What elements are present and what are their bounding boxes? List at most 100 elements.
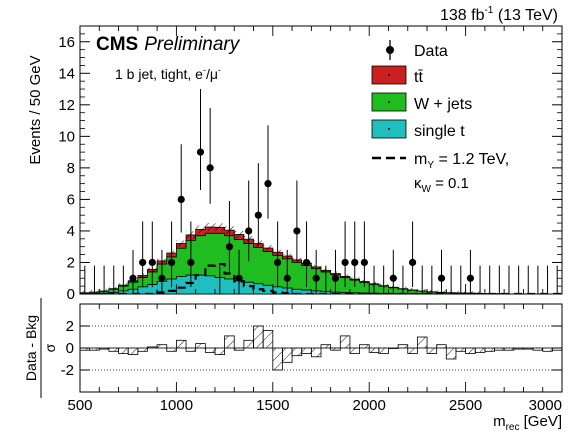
pull-bin bbox=[503, 347, 515, 351]
y-tick-label: 4 bbox=[67, 223, 75, 240]
x-tick-label: 500 bbox=[67, 397, 92, 414]
x-tick-label: 1000 bbox=[160, 397, 193, 414]
pull-bin bbox=[455, 347, 466, 352]
pull-bin bbox=[233, 347, 245, 351]
pull-histogram bbox=[80, 325, 562, 371]
ratio-panel: -2 0 2 500 1000 1500 2000 2500 3000 Data - Bkg … bbox=[23, 298, 563, 432]
data-points bbox=[129, 89, 475, 294]
pull-bin bbox=[445, 347, 457, 360]
x-axis-label: mrec [GeV] bbox=[493, 413, 562, 432]
data-point bbox=[283, 274, 291, 282]
pull-bin bbox=[494, 347, 505, 351]
x-tick-label: 2500 bbox=[449, 397, 482, 414]
svg-text:σ: σ bbox=[42, 343, 58, 352]
ratio-tick-label: -2 bbox=[61, 362, 74, 379]
pull-bin bbox=[330, 347, 341, 351]
data-point bbox=[274, 258, 282, 267]
pull-bin bbox=[388, 347, 399, 349]
lumi-label: 138 fb-1 (13 TeV) bbox=[440, 5, 558, 24]
data-point bbox=[341, 258, 349, 267]
pull-bin bbox=[89, 347, 100, 351]
pull-bin bbox=[436, 344, 447, 349]
ratio-tick-label: 0 bbox=[66, 340, 74, 357]
selection-label: 1 b jet, tight, e-/μ- bbox=[115, 65, 221, 82]
pull-bin bbox=[137, 347, 148, 352]
data-point bbox=[245, 227, 253, 235]
y-tick-label: 16 bbox=[58, 34, 75, 51]
data-point bbox=[264, 180, 272, 188]
data-point bbox=[167, 258, 176, 267]
pull-bin bbox=[108, 347, 119, 352]
unc-band-bin bbox=[214, 223, 225, 232]
y-tick-label: 12 bbox=[58, 97, 75, 114]
pull-bin bbox=[320, 344, 332, 349]
data-point bbox=[351, 258, 359, 267]
pull-bin bbox=[532, 347, 544, 351]
ratio-y-label: Data - Bkg σ bbox=[23, 298, 58, 398]
unc-band-bin bbox=[176, 240, 187, 247]
unc-band-bin bbox=[195, 225, 206, 234]
y-tick-label: 10 bbox=[58, 128, 75, 145]
pull-bin bbox=[156, 344, 168, 349]
data-point bbox=[293, 227, 301, 235]
pull-bin bbox=[118, 347, 129, 354]
pull-bin bbox=[282, 347, 293, 363]
pull-bin bbox=[378, 347, 389, 354]
data-point bbox=[302, 258, 311, 267]
data-point bbox=[312, 274, 320, 282]
pull-bin bbox=[474, 347, 486, 353]
x-axis-ticks-main bbox=[79, 26, 563, 294]
pull-bin bbox=[368, 347, 380, 353]
pull-bin bbox=[407, 347, 418, 354]
data-point bbox=[331, 274, 340, 282]
legend: Data tt̄ W + jets single t mY = 1.2 TeV, bbox=[371, 40, 509, 195]
pull-bin bbox=[465, 347, 476, 354]
data-point bbox=[225, 243, 234, 251]
svg-text:W + jets: W + jets bbox=[414, 96, 472, 113]
legend-signal: mY = 1.2 TeV, κW = 0.1 bbox=[372, 151, 509, 195]
pull-bin bbox=[214, 347, 226, 355]
pull-bin bbox=[339, 335, 351, 349]
ratio-tick-label: 2 bbox=[66, 318, 74, 335]
unc-band-bin bbox=[407, 288, 418, 292]
unc-band-bin bbox=[205, 222, 215, 232]
pull-bin bbox=[426, 347, 438, 354]
pull-bin bbox=[98, 347, 110, 350]
y-tick-label: 6 bbox=[67, 191, 75, 208]
svg-text:tt̄: tt̄ bbox=[414, 69, 423, 86]
pull-bin bbox=[484, 347, 495, 352]
y-tick-label: 0 bbox=[67, 286, 75, 303]
unc-band-bin bbox=[234, 231, 244, 239]
svg-text:mY = 1.2 TeV,: mY = 1.2 TeV, bbox=[414, 151, 509, 171]
svg-text:single t: single t bbox=[414, 123, 465, 140]
pull-bin bbox=[195, 343, 206, 349]
x-axis-ticks: 500 1000 1500 2000 2500 3000 bbox=[67, 304, 563, 414]
data-point bbox=[235, 274, 243, 282]
data-point bbox=[129, 274, 137, 282]
svg-text:Data: Data bbox=[414, 43, 448, 60]
pull-bin bbox=[175, 339, 187, 349]
legend-ttbar: tt̄ bbox=[371, 65, 423, 86]
y-tick-label: 8 bbox=[67, 160, 75, 177]
y-tick-label: 14 bbox=[58, 65, 75, 82]
pull-bin bbox=[359, 344, 370, 349]
pull-bin bbox=[301, 347, 312, 354]
pull-bin bbox=[523, 347, 534, 350]
data-point bbox=[389, 274, 397, 282]
data-point bbox=[158, 274, 166, 282]
cms-label: CMS Preliminary bbox=[96, 34, 241, 55]
x-tick-label: 1500 bbox=[256, 397, 289, 414]
pull-bin bbox=[147, 346, 158, 349]
legend-singlet: single t bbox=[371, 119, 465, 140]
data-point bbox=[408, 258, 417, 267]
data-point bbox=[466, 274, 475, 282]
ratio-y-ticks: -2 0 2 bbox=[61, 318, 562, 379]
x-tick-label: 2000 bbox=[353, 397, 386, 414]
pull-bin bbox=[397, 344, 409, 349]
main-panel: 0 2 4 6 8 10 12 14 16 CMS Preliminary 1 b jet, ti… bbox=[27, 25, 563, 303]
pull-bin bbox=[243, 339, 254, 349]
data-point bbox=[206, 164, 214, 172]
pull-bin bbox=[253, 325, 264, 349]
pull-bin bbox=[262, 329, 274, 349]
